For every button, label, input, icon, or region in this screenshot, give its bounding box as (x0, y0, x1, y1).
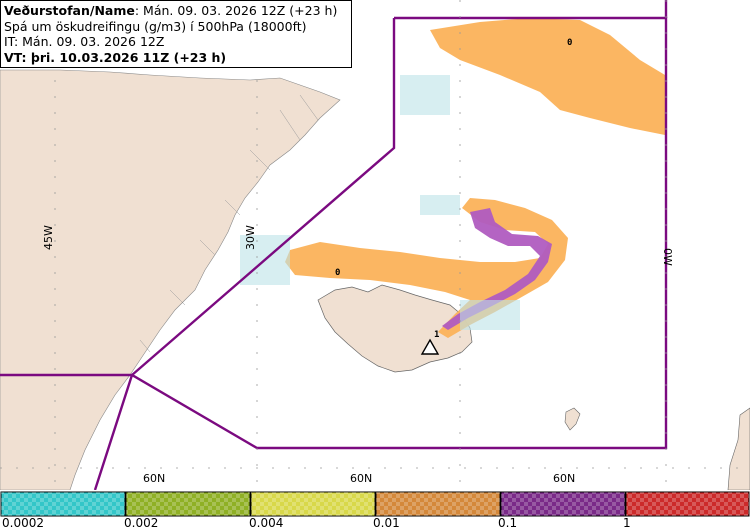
info-line-3: IT: Mán. 09. 03. 2026 12Z (4, 34, 165, 49)
colorbar-segment-pattern (1, 492, 125, 516)
fir-boundary-line-west (93, 18, 396, 490)
colorbar-tick-1: 0.002 (124, 516, 159, 530)
colorbar-segment-pattern (376, 492, 500, 516)
info-line-2: Spá um öskudreifingu (g/m3) í 500hPa (18… (4, 18, 307, 34)
contour-label-0-north: 0 (567, 38, 572, 48)
norway-land (727, 407, 750, 490)
concentration-colorbar (0, 491, 750, 517)
colorbar-segment-pattern (251, 492, 375, 516)
info-line-4: VT: þri. 10.03.2026 11Z (+23 h) (4, 49, 227, 65)
greenland-land (0, 69, 341, 490)
colorbar-segment-pattern (126, 492, 250, 516)
colorbar-tick-2: 0.004 (249, 516, 284, 530)
colorbar-segment-pattern (501, 492, 625, 516)
info-line-1: Veðurstofan/Name: Mán. 09. 03. 2026 12Z … (4, 3, 351, 19)
colorbar-tick-5: 1 (623, 516, 631, 530)
lon-label-30w: 30W (244, 225, 257, 250)
faroe-islands (564, 407, 581, 431)
lat-label-3: 60N (553, 472, 575, 485)
issue-time: : Mán. 09. 03. 2026 12Z (+23 h) (134, 3, 338, 18)
colorbar-tick-0: 0.0002 (2, 516, 44, 530)
colorbar-tick-3: 0.01 (373, 516, 400, 530)
lat-label-2: 60N (350, 472, 372, 485)
graticule (0, 0, 750, 490)
contour-label-0-west: 0 (335, 268, 340, 278)
agency-name: Veðurstofan/Name (4, 3, 135, 18)
colorbar-segment-pattern (626, 492, 749, 516)
greenland-fjords (139, 94, 319, 353)
triangle-volcano-icon[interactable] (420, 338, 440, 355)
lon-label-0w: 0W (661, 248, 674, 266)
ash-plume-north (430, 18, 665, 135)
map-canvas: 45W 30W 0W 60N 60N 60N 0 0 1 (0, 0, 750, 490)
lat-label-1: 60N (143, 472, 165, 485)
ash-plume-high (442, 208, 552, 330)
colorbar-tick-4: 0.1 (498, 516, 518, 530)
contour-label-1: 1 (434, 330, 439, 340)
forecast-info-box: Veðurstofan/Name: Mán. 09. 03. 2026 12Z … (0, 0, 352, 68)
fir-boundary-line (0, 16, 668, 450)
lon-label-45w: 45W (42, 225, 55, 250)
